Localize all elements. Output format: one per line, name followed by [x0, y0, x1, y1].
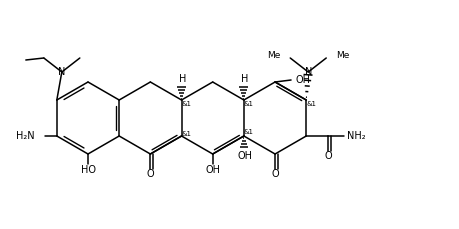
Text: O: O — [325, 151, 332, 161]
Text: OH: OH — [296, 75, 311, 85]
Text: &1: &1 — [244, 101, 254, 107]
Text: HO: HO — [80, 165, 95, 175]
Text: OH: OH — [237, 151, 252, 161]
Text: N: N — [58, 67, 66, 77]
Text: NH₂: NH₂ — [347, 131, 365, 141]
Text: &1: &1 — [306, 101, 316, 107]
Text: OH: OH — [205, 165, 220, 175]
Text: O: O — [271, 169, 279, 179]
Text: H: H — [179, 74, 186, 84]
Text: H₂N: H₂N — [16, 131, 35, 141]
Text: N: N — [305, 67, 312, 77]
Text: &1: &1 — [244, 129, 254, 135]
Text: Me: Me — [267, 51, 280, 60]
Text: Me: Me — [336, 51, 350, 60]
Text: H: H — [241, 74, 249, 84]
Text: &1: &1 — [181, 131, 191, 137]
Text: O: O — [146, 169, 154, 179]
Text: &1: &1 — [181, 101, 191, 107]
